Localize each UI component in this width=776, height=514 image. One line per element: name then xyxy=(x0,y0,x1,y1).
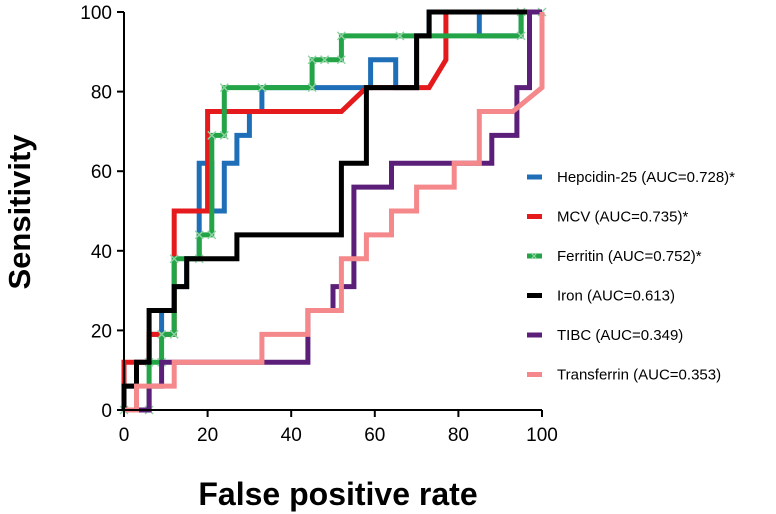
x-tick-label: 100 xyxy=(526,425,558,446)
series-line-4 xyxy=(121,9,542,410)
series-line-5 xyxy=(124,9,542,413)
ferritin-x-marker xyxy=(336,31,346,41)
y-axis-ticks: 0 20 40 60 80 100 xyxy=(80,3,124,422)
ferritin-x-marker xyxy=(307,83,317,93)
y-tick-label: 20 xyxy=(91,321,112,342)
ferritin-x-marker xyxy=(219,83,229,93)
legend-label-3: Ferritin (AUC=0.752)* xyxy=(557,248,702,265)
series-line-6 xyxy=(124,12,545,413)
ferritin-x-marker xyxy=(169,254,179,264)
ferritin-x-marker xyxy=(194,230,204,240)
x-axis-ticks: 0 20 40 60 80 100 xyxy=(119,410,558,446)
ferritin-x-marker xyxy=(395,31,405,41)
ferritin-x-marker xyxy=(169,329,179,339)
axes xyxy=(123,12,542,411)
x-axis-title: False positive rate xyxy=(198,476,477,512)
ferritin-x-marker xyxy=(157,329,167,339)
x-tick-label: 40 xyxy=(281,425,302,446)
ferritin-x-marker xyxy=(516,31,526,41)
x-tick-label: 60 xyxy=(364,425,385,446)
y-axis-title: Sensitivity xyxy=(2,134,37,290)
ferritin-x-marker xyxy=(320,55,330,65)
x-tick-label: 20 xyxy=(197,425,218,446)
y-tick-label: 80 xyxy=(91,83,112,104)
ferritin-x-marker xyxy=(257,83,267,93)
x-tick-label: 0 xyxy=(119,425,130,446)
y-tick-label: 100 xyxy=(80,3,112,24)
y-tick-label: 60 xyxy=(91,162,112,183)
legend-marker-icon xyxy=(530,252,538,260)
legend-label-1: Hepcidin-25 (AUC=0.728)* xyxy=(557,169,735,186)
ferritin-x-marker xyxy=(307,55,317,65)
legend-label-2: MCV (AUC=0.735)* xyxy=(557,209,688,226)
ferritin-x-marker xyxy=(219,130,229,140)
ferritin-x-marker xyxy=(336,55,346,65)
legend-label-6: Transferrin (AUC=0.353) xyxy=(557,367,721,384)
ferritin-x-marker xyxy=(207,130,217,140)
legend-label-5: TIBC (AUC=0.349) xyxy=(557,327,683,344)
legend-label-4: Iron (AUC=0.613) xyxy=(557,288,675,305)
y-tick-label: 40 xyxy=(91,242,112,263)
y-tick-label: 0 xyxy=(101,401,112,422)
legend: Hepcidin-25 (AUC=0.728)* MCV (AUC=0.735)*… xyxy=(527,169,735,384)
series-markers-3 xyxy=(119,7,547,415)
series-line-2 xyxy=(121,9,542,410)
plot-lines xyxy=(119,7,547,415)
x-tick-label: 80 xyxy=(448,425,469,446)
ferritin-x-marker xyxy=(207,230,217,240)
